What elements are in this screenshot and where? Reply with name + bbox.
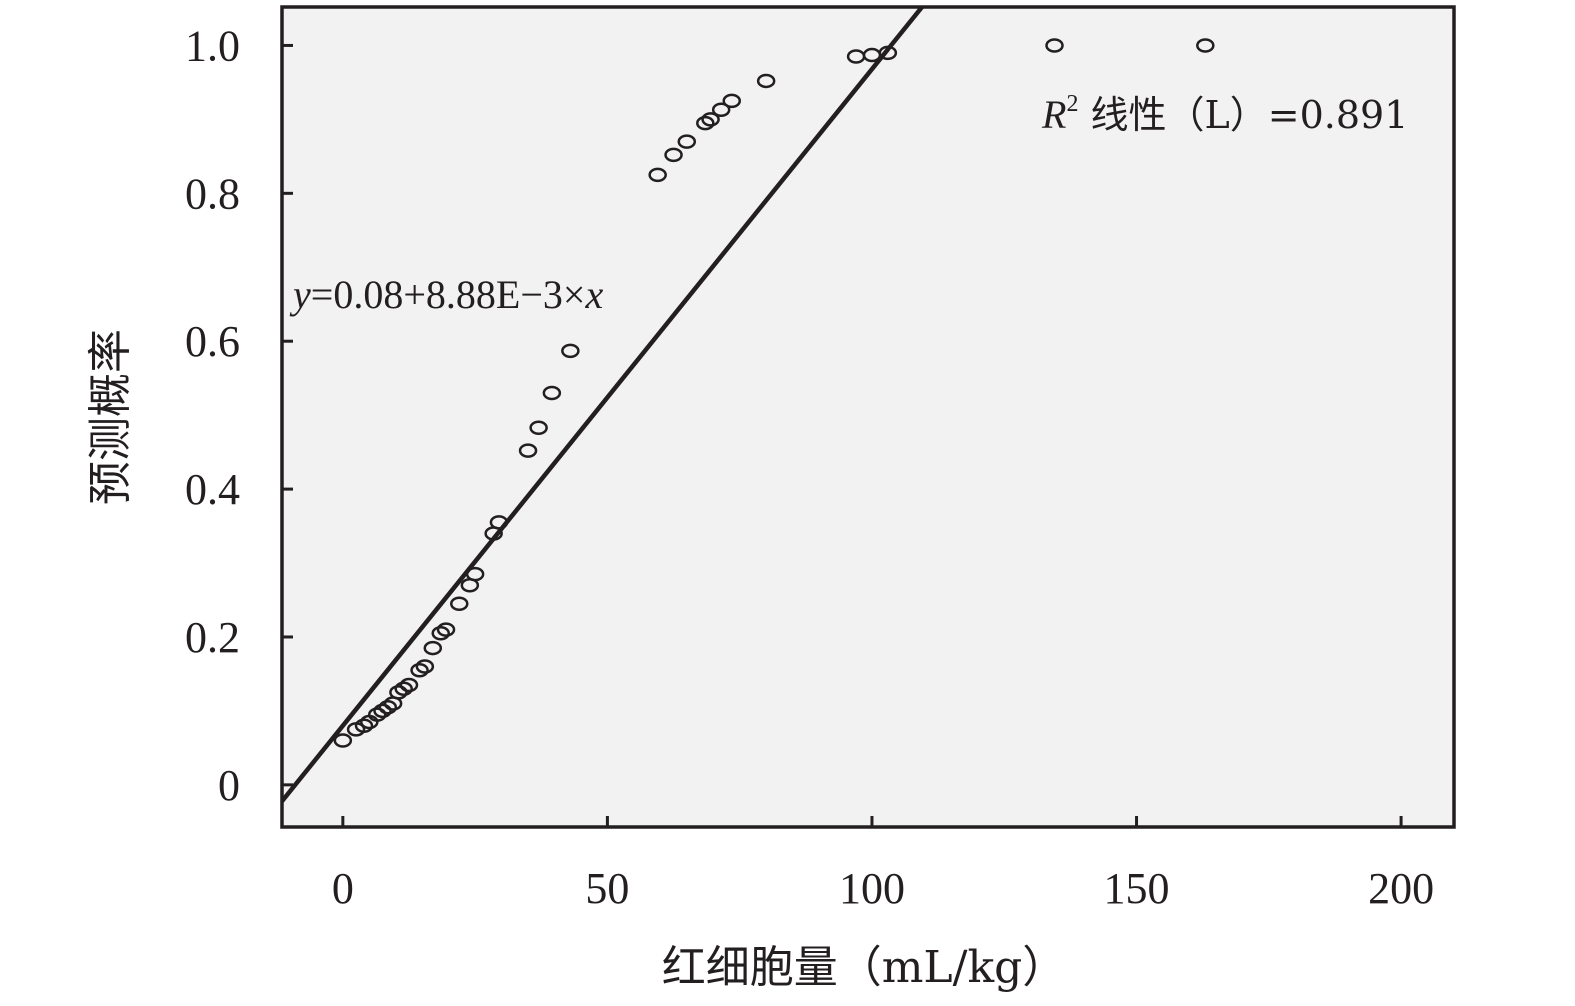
y-tick-label: 0.4	[185, 465, 240, 514]
data-point	[722, 93, 742, 109]
data-point	[354, 718, 374, 733]
equation-x-symbol: x	[584, 272, 603, 317]
data-point	[711, 102, 731, 118]
data-point	[489, 515, 509, 530]
y-tick-label: 1.0	[185, 21, 240, 70]
x-tick-label: 200	[1368, 864, 1434, 913]
data-point	[561, 343, 580, 359]
x-tick-label: 150	[1104, 864, 1170, 913]
data-point	[415, 659, 435, 674]
x-tick-label: 0	[332, 864, 354, 913]
plot-area	[282, 7, 1454, 827]
data-point	[431, 626, 450, 641]
data-point	[399, 677, 419, 693]
data-point	[664, 147, 683, 163]
data-point	[450, 596, 469, 611]
data-point	[1196, 38, 1215, 53]
x-tick-label: 100	[839, 864, 905, 913]
r2-label: 线性（L）=0.891	[1078, 93, 1408, 137]
y-tick-label: 0.2	[185, 613, 240, 662]
equation-y-symbol: y	[289, 272, 311, 317]
data-point	[423, 640, 443, 656]
data-point	[410, 662, 429, 678]
data-point	[389, 685, 408, 700]
data-point	[1045, 38, 1064, 53]
data-point	[756, 73, 776, 89]
equation-body: =0.08+8.88E−3×	[311, 272, 586, 317]
y-tick-label: 0.6	[185, 317, 240, 366]
r2-symbol: R	[1041, 92, 1066, 137]
data-point	[518, 443, 538, 458]
data-point	[701, 112, 720, 127]
data-point	[465, 566, 485, 582]
data-point	[367, 707, 387, 722]
r2-superscript: 2	[1066, 91, 1078, 117]
data-point	[373, 703, 392, 719]
data-point	[696, 115, 715, 131]
data-point	[333, 733, 353, 748]
y-tick-label: 0.8	[185, 169, 240, 218]
data-point	[436, 622, 456, 637]
data-point	[542, 385, 562, 401]
x-tick-label: 50	[585, 864, 629, 913]
data-point	[394, 681, 413, 696]
x-axis-title: 红细胞量（mL/kg）	[662, 942, 1067, 993]
regression-line	[282, 7, 925, 803]
equation-annotation: y=0.08+8.88E−3×x	[289, 272, 603, 317]
y-axis-title: 预测概率	[85, 329, 136, 505]
r-squared-annotation: R2 线性（L）=0.891	[1041, 91, 1408, 137]
y-tick-label: 0	[218, 761, 240, 810]
data-point	[529, 420, 548, 435]
data-point	[648, 167, 667, 183]
data-point	[677, 134, 697, 149]
data-point	[878, 45, 898, 61]
plot-frame	[280, 5, 1456, 829]
data-point	[378, 699, 398, 715]
